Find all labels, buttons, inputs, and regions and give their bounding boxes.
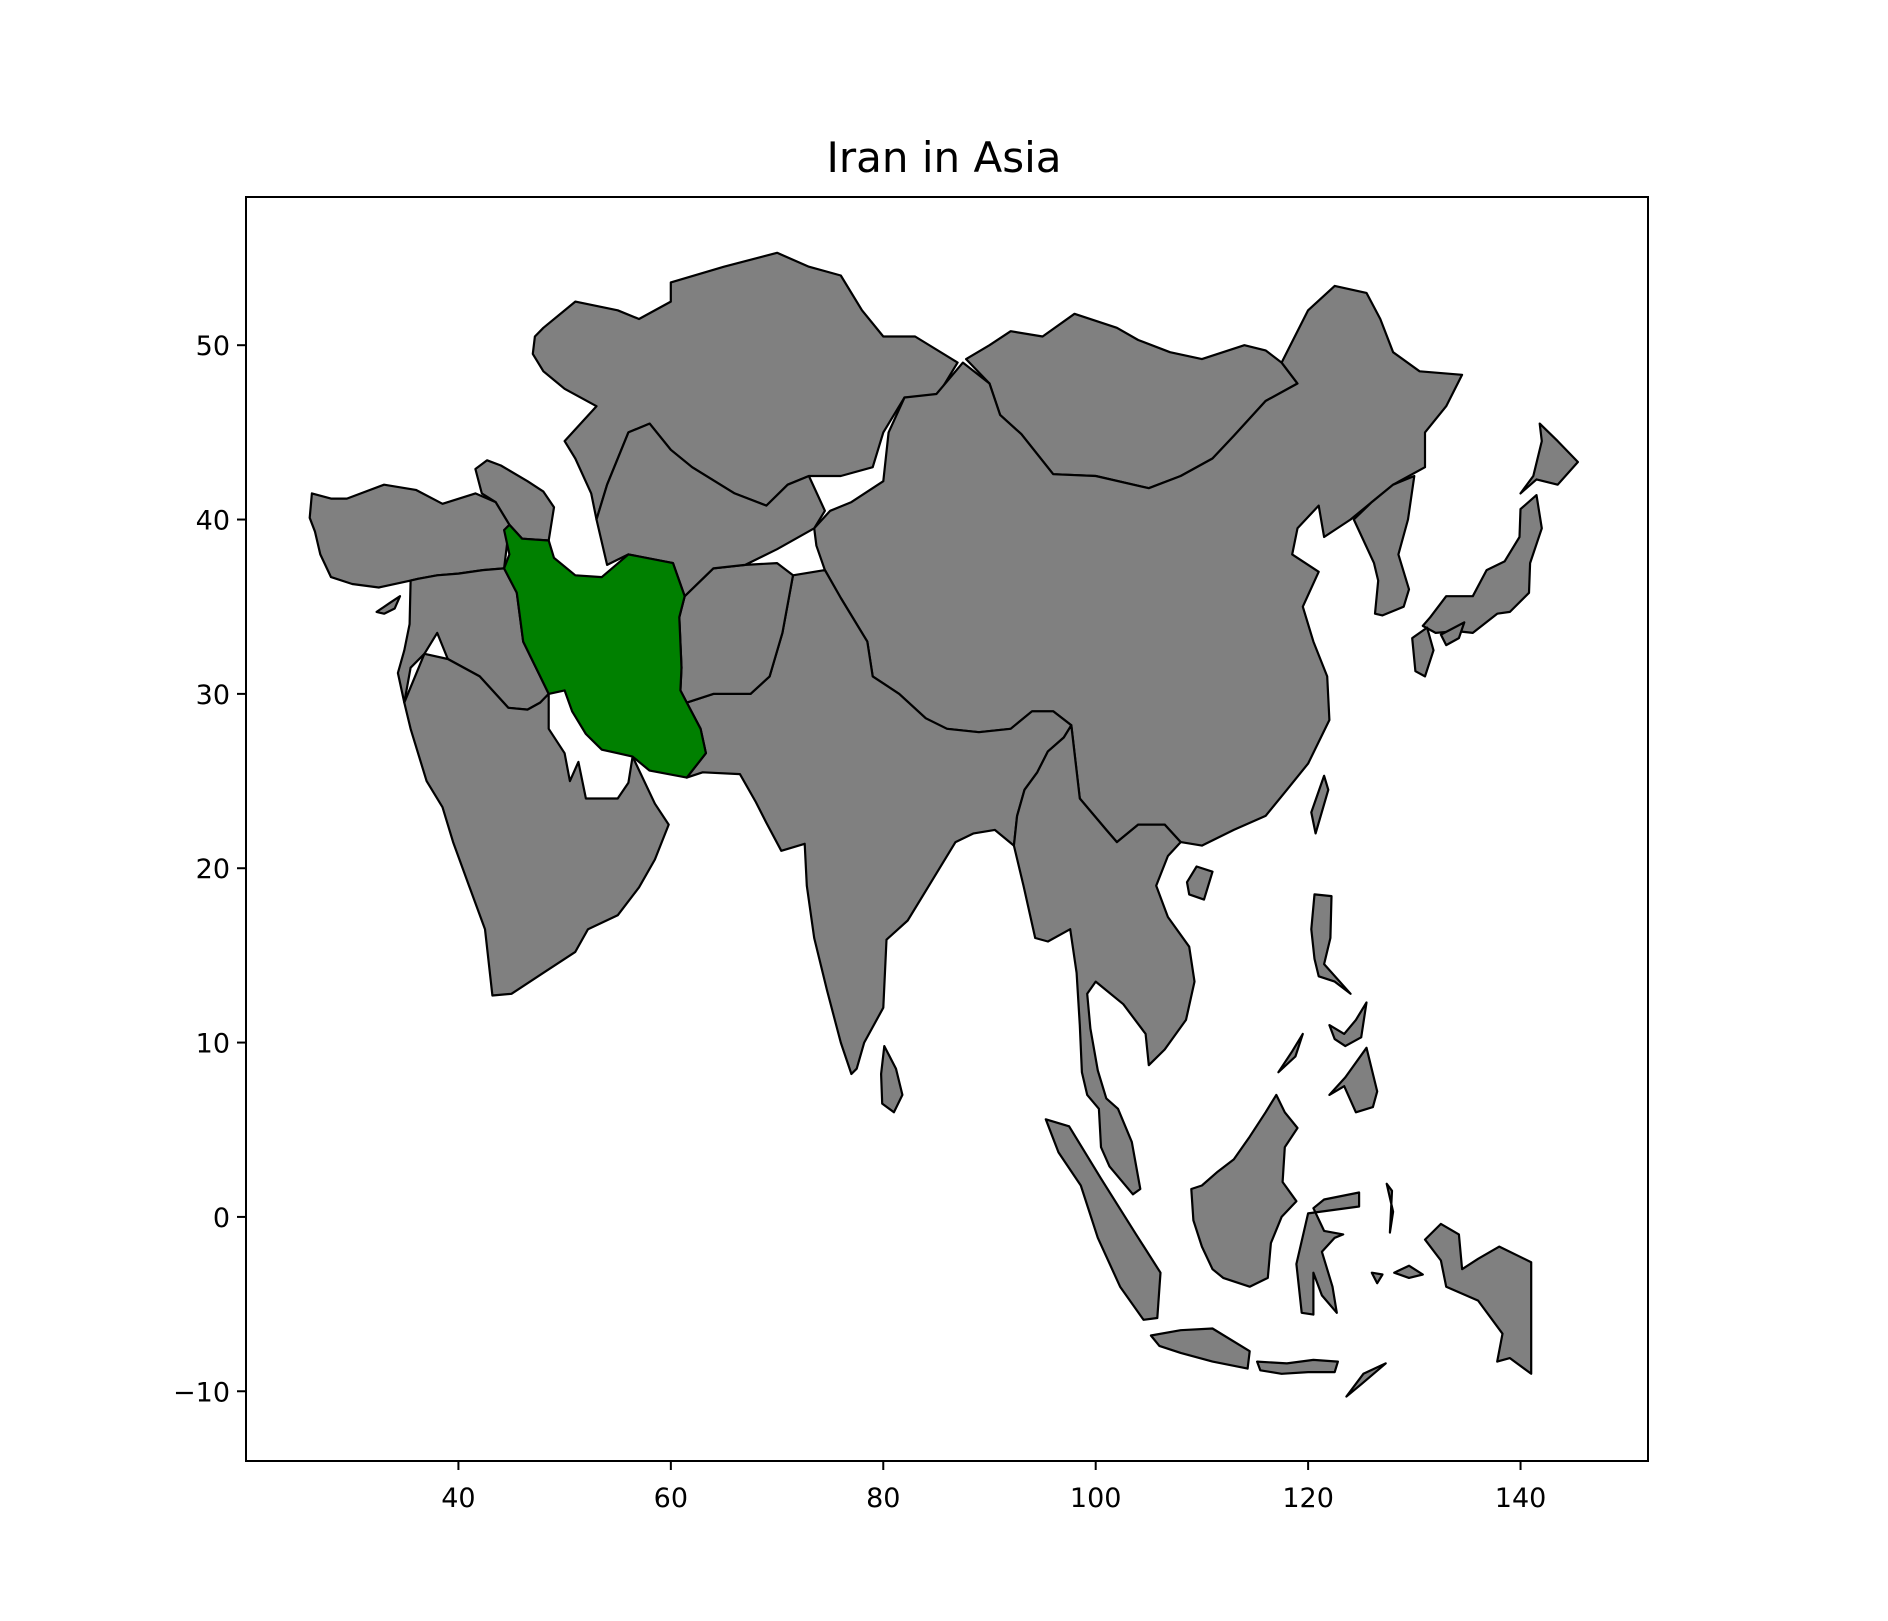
y-axis: −10 0 10 20 30 40 50 <box>173 331 246 1408</box>
country-borneo <box>1190 1093 1299 1288</box>
y-tick-label: 50 <box>196 331 230 362</box>
map-title: Iran in Asia <box>826 133 1061 182</box>
country-buru <box>1370 1271 1384 1285</box>
country-philippines-luzon <box>1310 893 1352 995</box>
x-tick-label: 100 <box>1070 1483 1122 1514</box>
country-halmahera <box>1385 1182 1395 1234</box>
country-korea <box>1352 474 1416 617</box>
y-tick-label: 40 <box>196 506 230 537</box>
y-tick-label: 0 <box>213 1203 230 1234</box>
country-timor <box>1345 1362 1387 1398</box>
country-iran-highlighted <box>503 523 707 779</box>
x-tick-label: 140 <box>1495 1483 1547 1514</box>
y-tick-label: 30 <box>196 680 230 711</box>
axes-frame <box>245 196 1649 1462</box>
x-tick-label: 40 <box>441 1483 475 1514</box>
x-tick-label: 120 <box>1282 1483 1334 1514</box>
country-new-guinea-west <box>1423 1222 1533 1375</box>
country-japan-honshu <box>1421 494 1543 634</box>
x-tick-label: 80 <box>866 1483 900 1514</box>
country-japan-hokkaido <box>1519 422 1579 495</box>
country-myanmar-indochina <box>1012 724 1196 1196</box>
country-lesser-sunda-islands <box>1256 1358 1339 1375</box>
country-japan-kyushu <box>1411 626 1435 678</box>
country-hainan <box>1185 865 1214 901</box>
country-palawan <box>1277 1032 1304 1074</box>
y-tick-label: 10 <box>196 1029 230 1060</box>
country-sri-lanka <box>880 1045 904 1114</box>
x-tick-label: 60 <box>654 1483 688 1514</box>
country-philippines-visayas <box>1328 1001 1368 1048</box>
country-sulawesi <box>1295 1191 1361 1316</box>
country-java <box>1149 1327 1251 1370</box>
country-arabian-peninsula <box>403 652 670 997</box>
country-philippines-mindanao <box>1328 1046 1379 1114</box>
plot-area <box>308 251 1579 1398</box>
country-seram <box>1393 1264 1424 1279</box>
y-tick-label: 20 <box>196 854 230 885</box>
country-taiwan <box>1310 774 1330 835</box>
x-axis: 40 60 80 100 120 140 <box>441 1461 1546 1514</box>
country-japan-shikoku <box>1439 621 1466 647</box>
country-cyprus <box>375 595 402 615</box>
country-sumatra <box>1044 1118 1162 1321</box>
y-tick-label: −10 <box>173 1377 230 1408</box>
